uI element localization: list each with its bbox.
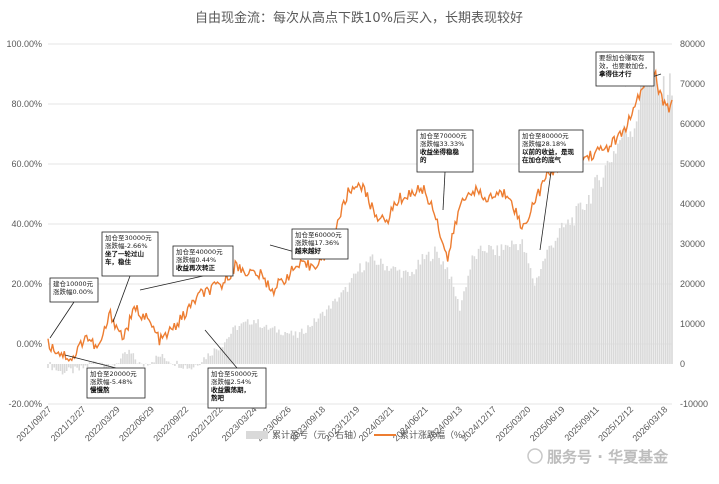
- y-tick-label: 60.00%: [11, 159, 42, 169]
- annotations: 建仓10000元涨跌幅0.00%加仓至20000元涨跌幅-5.48%慢慢熬加仓至…: [49, 51, 662, 409]
- annotation-line: 越来越好: [294, 246, 322, 255]
- x-tick-label: 2021/12/27: [49, 404, 88, 443]
- annotation-frame: [291, 228, 349, 260]
- annotation-line: 在加仓的底气: [522, 155, 562, 164]
- wechat-icon: [527, 448, 543, 464]
- y-tick-label: 40.00%: [11, 219, 42, 229]
- annotation-frame: [595, 51, 655, 87]
- annotation-line: 车，稳住: [105, 257, 132, 266]
- x-tick-label: 2022/03/29: [83, 404, 122, 443]
- annotation-frame: [49, 277, 99, 303]
- y-right-tick-label: 20000: [680, 279, 705, 289]
- x-tick-label: 2021/09/27: [14, 404, 53, 443]
- y-tick-label: 0.00%: [16, 339, 42, 349]
- y-tick-label: 20.00%: [11, 279, 42, 289]
- annotation-frame: [101, 231, 159, 277]
- x-tick-label: 2022/06/29: [117, 404, 156, 443]
- x-tick-label: 2026/03/18: [630, 404, 669, 443]
- y-right-tick-label: 30000: [680, 239, 705, 249]
- annotation-line: 涨跌幅0.44%: [176, 255, 216, 264]
- y-tick-label: 100.00%: [6, 39, 42, 49]
- annotation-line: 加仓至60000元: [295, 230, 342, 239]
- annotation-connector: [112, 275, 131, 323]
- annotation-frame: [86, 367, 146, 399]
- series-area: [47, 70, 673, 375]
- annotation-line: 加仓至70000元: [420, 131, 467, 140]
- annotation-line: 加仓至50000元: [211, 369, 258, 378]
- legend-label-line: 累计涨跌幅（%）: [400, 429, 471, 440]
- annotation-connector: [442, 171, 446, 211]
- x-tick-label: 2025/09/11: [563, 404, 601, 442]
- annotation-line: 涨跌幅28.18%: [522, 139, 566, 148]
- y-right-tick-label: 60000: [680, 119, 705, 129]
- legend-swatch-area: [246, 431, 268, 439]
- annotation-line: 加仓至40000元: [176, 247, 223, 256]
- annotation-line: 收益再次转正: [176, 263, 216, 272]
- annotation-frame: [416, 129, 474, 173]
- annotation-line: 加仓至30000元: [105, 233, 152, 242]
- x-tick-label: 2022/09/22: [151, 404, 190, 443]
- annotation-line: 坐了一轮过山: [105, 249, 144, 258]
- annotation-frame: [518, 129, 584, 173]
- annotation-line: 拿得住才行: [598, 69, 632, 78]
- watermark-text: 服务号 · 华夏基金: [547, 448, 669, 466]
- y-right-tick-label: 0: [680, 359, 685, 369]
- y-right-tick-label: 50000: [680, 159, 705, 169]
- y-right-tick-label: -10000: [680, 399, 708, 409]
- x-tick-label: 2025/12/12: [596, 404, 635, 443]
- annotation-line: 效，也要敢加仓，: [599, 61, 651, 70]
- legend: 累计盈亏（元，右轴） 累计涨跌幅（%）: [246, 429, 471, 440]
- y-right-tick-label: 80000: [680, 39, 705, 49]
- chart-title: 自由现金流：每次从高点下跌10%后买入，长期表现较好: [195, 10, 523, 26]
- annotation-line: 涨跌幅2.54%: [211, 377, 251, 386]
- y-tick-label: 80.00%: [11, 99, 42, 109]
- annotation-line: 涨跌幅17.36%: [295, 238, 339, 247]
- x-tick-label: 2024/03/21: [357, 404, 396, 443]
- annotation-line: 以前的收益，是现: [522, 147, 575, 156]
- annotation-connector: [139, 275, 204, 291]
- annotation-line: 要想加仓赚取有: [599, 53, 645, 62]
- annotation-connector: [49, 301, 75, 339]
- annotation-connector: [539, 171, 552, 251]
- legend-label-area: 累计盈亏（元，右轴）: [272, 429, 362, 440]
- annotation-line: 涨跌幅-2.66%: [105, 241, 148, 250]
- annotation-connector: [64, 354, 117, 369]
- annotation-line: 建仓10000元: [53, 279, 94, 288]
- annotation-line: 涨跌幅0.00%: [53, 287, 93, 296]
- annotation-frame: [172, 245, 234, 277]
- x-tick-label: 2025/03/20: [494, 404, 533, 443]
- watermark: 服务号 · 华夏基金: [527, 448, 669, 466]
- annotation-connector: [204, 329, 238, 369]
- y-right-tick-label: 40000: [680, 199, 705, 209]
- annotation-line: 熬吧: [211, 393, 225, 402]
- annotation-line: 涨跌幅-5.48%: [90, 377, 133, 386]
- y-tick-label: -20.00%: [8, 399, 42, 409]
- y-right-tick-label: 10000: [680, 319, 705, 329]
- annotation-line: 加仓至80000元: [522, 131, 569, 140]
- annotation-line: 的: [420, 155, 427, 164]
- y-right-tick-label: 70000: [680, 79, 705, 89]
- annotation-line: 慢慢熬: [90, 385, 110, 394]
- annotation-line: 收益坐得稳稳: [420, 147, 460, 156]
- annotation-line: 涨跌幅33.33%: [420, 139, 464, 148]
- annotation-line: 加仓至20000元: [90, 369, 137, 378]
- y-axis-left: -20.00% 0.00% 20.00% 40.00% 60.00% 80.00% 100.…: [6, 39, 42, 409]
- annotation-line: 收益震荡期，: [211, 385, 250, 394]
- x-tick-label: 2022/12/22: [186, 404, 225, 443]
- annotation-frame: [207, 367, 267, 409]
- x-tick-label: 2025/06/19: [528, 404, 567, 443]
- y-axis-right: -10000 0 10000 20000 30000 40000 50000 60000 700…: [680, 39, 708, 409]
